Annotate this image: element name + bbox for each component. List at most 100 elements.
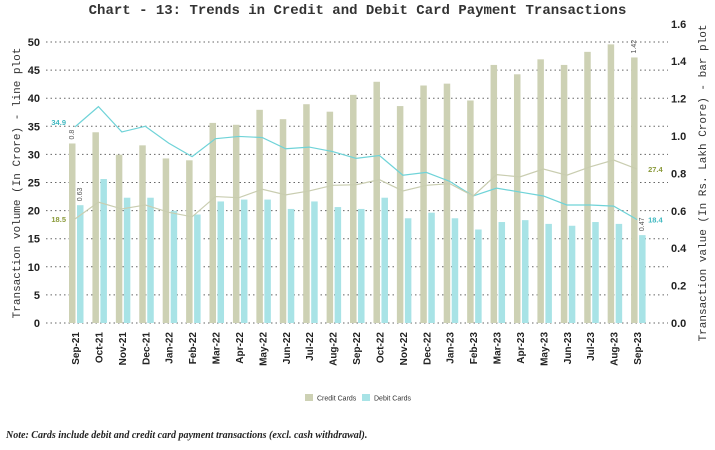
x-tick-label: Jan-23 [446,332,457,364]
credit-card-bar [443,83,451,323]
debit-card-bar [287,208,295,323]
credit-card-bar [607,44,615,324]
credit-card-bar [584,51,591,323]
credit-card-bar [467,100,474,323]
x-tick-label: May-23 [539,332,550,366]
debit-card-bar [147,197,154,323]
x-tick-label: Sep-21 [71,332,82,365]
x-tick-label: Oct-21 [94,332,105,364]
left-tick-label: 5 [34,290,40,302]
left-tick-label: 10 [28,262,40,274]
credit-card-bar [560,64,568,323]
credit-card-bar [350,94,357,323]
debit-card-bar [194,214,201,323]
left-tick-label: 20 [28,206,40,218]
bar-data-label: 0.47 [639,217,646,231]
credit-card-bar [513,74,521,323]
credit-card-bar [162,158,170,323]
credit-card-bar [326,111,334,323]
x-tick-label: Jul-22 [305,332,316,361]
debit-card-bar [521,220,529,323]
credit-card-bar [256,109,263,323]
x-tick-label: Jul-23 [586,332,597,361]
x-tick-label: Feb-23 [469,332,480,365]
left-axis-label: Transaction volume (In Crore) - line plo… [12,48,24,319]
debit-card-bar [615,223,623,323]
debit-card-bar [77,205,84,323]
x-tick-label: Jun-22 [282,332,293,365]
right-tick-label: 0.0 [671,318,686,330]
bar-data-label: 0.8 [69,130,76,140]
credit-card-volume-line [74,159,638,220]
legend-label: Credit Cards [317,396,357,403]
x-tick-label: Jun-23 [563,332,574,365]
debit-card-bar [100,179,107,323]
credit-card-bar [631,57,638,324]
right-tick-label: 1.0 [671,131,686,143]
bar-data-label: 1.42 [631,40,638,54]
credit-card-bar [537,59,544,323]
left-tick-label: 25 [28,178,40,190]
x-tick-label: Apr-22 [235,332,246,364]
chart-title: Chart - 13: Trends in Credit and Debit C… [88,3,627,19]
credit-card-bar [69,143,76,323]
debit-card-bar [639,235,646,323]
debit-card-bar [404,218,412,323]
debit-card-bar [123,197,131,323]
credit-card-bar [186,160,193,323]
debit-card-bar [592,222,599,323]
line-data-label: 27.4 [648,165,663,174]
debit-card-bar [545,223,552,323]
debit-card-bar [428,212,435,323]
credit-card-bar [139,145,146,323]
debit-card-bar [170,210,178,323]
x-tick-label: Dec-22 [422,332,433,365]
left-tick-label: 35 [28,121,40,133]
debit-card-volume-line [74,105,638,221]
credit-card-bar [420,85,427,323]
right-tick-label: 1.2 [671,94,686,106]
x-tick-label: May-22 [258,332,269,366]
left-tick-label: 40 [28,93,40,105]
x-tick-label: Mar-23 [493,332,504,365]
left-tick-label: 50 [28,37,40,49]
x-tick-label: Sep-23 [633,332,644,365]
legend-label: Debit Cards [374,396,411,403]
credit-card-bar [232,124,240,323]
line-data-label: 18.4 [648,216,663,225]
line-data-label: 18.5 [51,215,66,224]
debit-card-bar [311,201,318,323]
debit-card-bar [475,229,482,323]
right-tick-label: 0.8 [671,168,686,180]
debit-card-bar [358,208,365,323]
debit-card-bar [217,201,225,323]
debit-card-bar [568,225,576,323]
credit-card-bar [373,81,380,324]
left-tick-label: 0 [34,318,40,330]
debit-card-bar [451,218,459,323]
left-tick-label: 45 [28,65,40,77]
right-axis-label: Transaction value (In Rs. Lakh Crore) - … [698,25,710,342]
debit-card-bar [498,222,506,323]
legend-swatch [305,394,313,401]
right-tick-label: 0.2 [671,281,686,293]
chart: 0 5 10 15 20 25 30 35 40 45 50 0.0 0.2 0.4 0.6 0.8 1.0 1.… [12,19,710,403]
x-tick-label: Feb-22 [188,332,199,365]
x-tick-label: Sep-22 [352,332,363,365]
x-tick-label: Nov-22 [399,332,410,366]
debit-card-bar [334,207,342,323]
credit-card-bar [396,106,404,323]
bar-data-label: 0.63 [77,187,84,201]
credit-card-bar [92,132,99,323]
left-tick-label: 30 [28,149,40,161]
footnote: Note: Cards include debit and credit car… [6,430,368,441]
right-tick-label: 0.6 [671,206,686,218]
credit-card-bar [490,64,498,323]
line-data-label: 34.9 [51,118,66,127]
credit-card-bar [209,122,217,323]
right-tick-label: 1.4 [671,56,687,68]
left-tick-label: 15 [28,234,40,246]
x-tick-label: Apr-23 [516,332,527,364]
x-tick-label: Nov-21 [118,332,129,366]
credit-card-bar [303,104,310,324]
